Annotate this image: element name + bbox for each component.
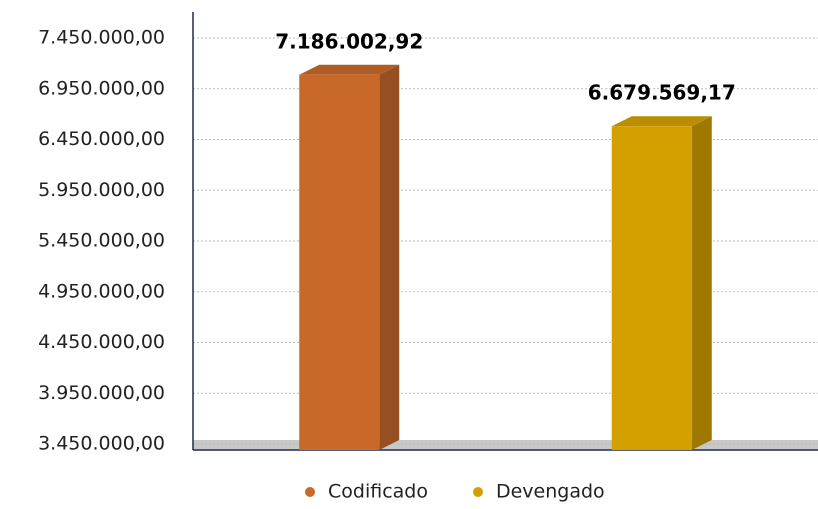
- y-tick-label: 6.450.000,00: [38, 128, 165, 150]
- value-label: 7.186.002,92: [275, 29, 423, 53]
- y-tick-label: 6.950.000,00: [38, 77, 165, 99]
- bar-front: [611, 126, 692, 450]
- y-tick-label: 7.450.000,00: [38, 27, 165, 49]
- bar-side: [379, 64, 400, 450]
- legend-marker: [472, 487, 483, 497]
- y-tick-label: 5.450.000,00: [38, 230, 165, 252]
- legend-label: Devengado: [496, 481, 605, 503]
- legend-marker: [305, 487, 315, 497]
- legend-label: Codificado: [328, 481, 428, 503]
- bar-front: [299, 74, 380, 450]
- bar: [299, 64, 400, 450]
- bar-top: [299, 64, 400, 75]
- y-tick-label: 3.450.000,00: [38, 433, 165, 455]
- y-tick-label: 5.950.000,00: [38, 179, 165, 201]
- value-label: 6.679.569,17: [588, 81, 736, 105]
- bar: [611, 116, 712, 450]
- bar-top: [611, 116, 712, 127]
- bar-side: [691, 116, 712, 450]
- y-tick-label: 4.950.000,00: [38, 280, 165, 302]
- floor: [193, 440, 818, 450]
- y-tick-label: 4.450.000,00: [38, 331, 165, 353]
- y-tick-label: 3.950.000,00: [38, 382, 165, 404]
